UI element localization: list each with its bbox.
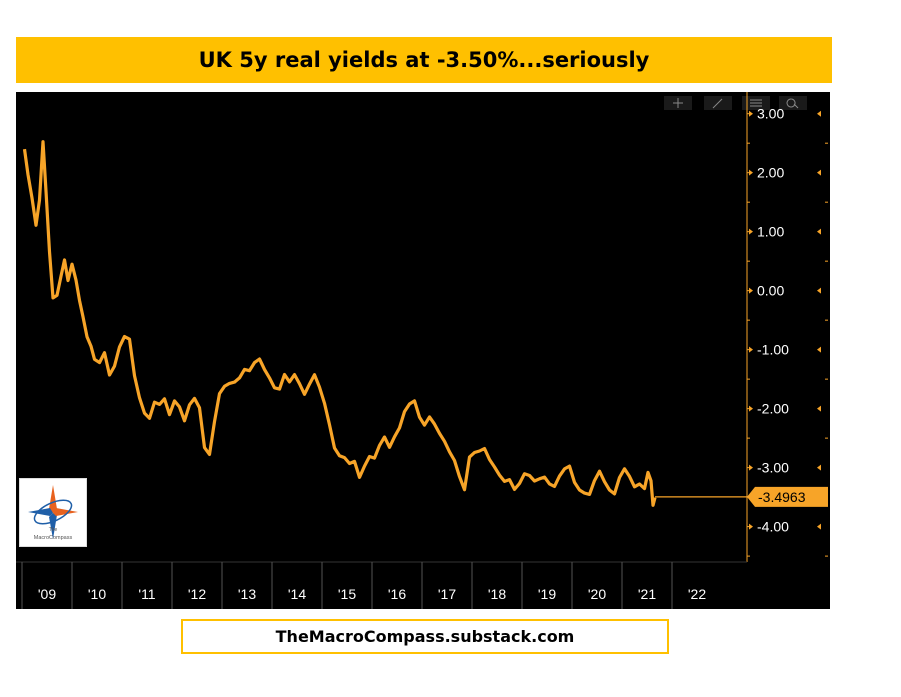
y-tick-arrow-right xyxy=(817,523,821,530)
y-tick-arrow-right xyxy=(817,110,821,117)
crosshair-icon[interactable] xyxy=(664,96,692,110)
x-tick-label: '18 xyxy=(488,586,506,602)
zoom-icon[interactable] xyxy=(779,96,807,110)
last-value-label: -3.4963 xyxy=(758,489,806,505)
logo-line2: MacroCompass xyxy=(34,535,73,541)
y-tick-label: 2.00 xyxy=(757,165,784,181)
y-tick-arrow-right xyxy=(817,405,821,412)
y-tick-arrow xyxy=(749,169,753,176)
y-tick-arrow-right xyxy=(817,287,821,294)
pencil-icon[interactable] xyxy=(704,96,732,110)
y-tick-label: -1.00 xyxy=(757,342,789,358)
y-tick-arrow xyxy=(749,523,753,530)
x-tick-label: '17 xyxy=(438,586,456,602)
line-chart: 3.00 2.00 1.00 0.00 -1.00 -2.00 -3.00 -4.00 '09 '… xyxy=(16,92,828,609)
y-tick-label: 3.00 xyxy=(757,106,784,122)
x-tick-label: '21 xyxy=(638,586,656,602)
y-tick-arrow-right xyxy=(817,228,821,235)
x-tick-label: '16 xyxy=(388,586,406,602)
y-tick-arrow xyxy=(749,346,753,353)
chart-title-bar: UK 5y real yields at -3.50%...seriously xyxy=(16,37,832,83)
list-icon[interactable] xyxy=(742,96,770,110)
compass-logo-icon: The MacroCompass xyxy=(28,485,78,541)
y-tick-arrow-right xyxy=(817,346,821,353)
y-tick-arrow-right xyxy=(817,464,821,471)
y-tick-arrow xyxy=(749,228,753,235)
footer-url: TheMacroCompass.substack.com xyxy=(275,627,575,646)
y-tick-label: 0.00 xyxy=(757,283,784,299)
x-tick-label: '11 xyxy=(138,586,155,602)
y-tick-arrow xyxy=(749,110,753,117)
y-tick-label: -3.00 xyxy=(757,460,789,476)
x-tick-label: '09 xyxy=(38,586,56,602)
last-value-badge xyxy=(747,486,828,507)
logo-line1: The xyxy=(49,527,58,533)
footer-banner: TheMacroCompass.substack.com xyxy=(181,619,669,654)
macrocompass-logo: The MacroCompass xyxy=(19,478,87,547)
y-tick-arrow xyxy=(749,464,753,471)
y-tick-label: -2.00 xyxy=(757,401,789,417)
x-tick-label: '19 xyxy=(538,586,556,602)
x-tick-label: '13 xyxy=(238,586,256,602)
y-tick-label: 1.00 xyxy=(757,224,784,240)
x-tick-label: '22 xyxy=(688,586,706,602)
x-tick-label: '15 xyxy=(338,586,356,602)
y-tick-arrow xyxy=(749,405,753,412)
chart-area: 3.00 2.00 1.00 0.00 -1.00 -2.00 -3.00 -4.00 '09 '… xyxy=(16,92,830,609)
x-tick-label: '14 xyxy=(288,586,306,602)
x-tick-label: '20 xyxy=(588,586,606,602)
x-tick-label: '12 xyxy=(188,586,206,602)
chart-title: UK 5y real yields at -3.50%...seriously xyxy=(198,48,650,72)
y-tick-arrow xyxy=(749,287,753,294)
x-tick-label: '10 xyxy=(88,586,106,602)
y-tick-arrow-right xyxy=(817,169,821,176)
series-line xyxy=(22,140,657,507)
y-tick-label: -4.00 xyxy=(757,519,789,535)
